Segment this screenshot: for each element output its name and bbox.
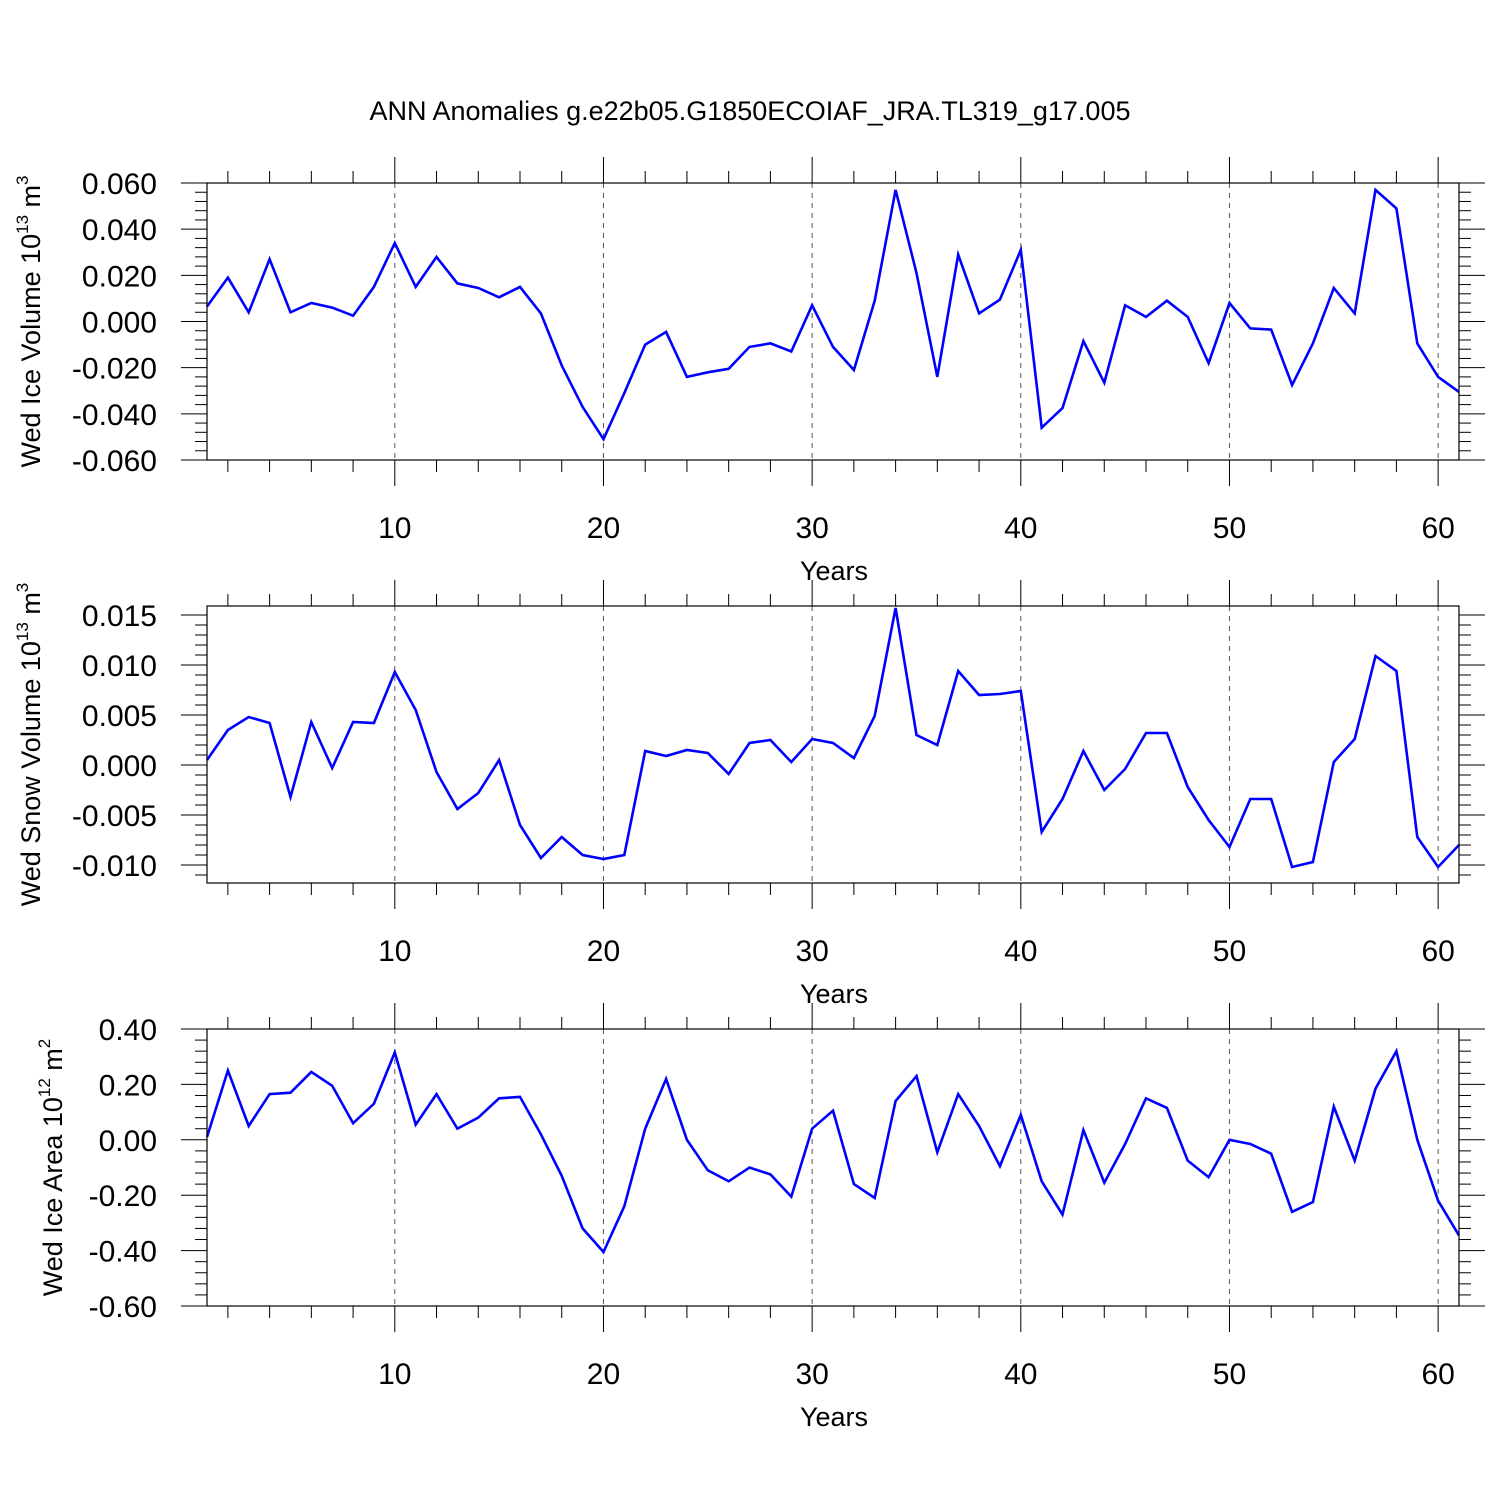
chart-panel-2: 10 20 30 40 50 60 -0.010 -0.005 0.000 0.005 0.010 0…	[13, 580, 1485, 1009]
x-tick-label: 20	[587, 1358, 620, 1391]
data-series-line	[205, 187, 1460, 442]
y-tick-label: 0.015	[82, 600, 157, 633]
y-tick-label: -0.020	[72, 353, 157, 386]
figure-title: ANN Anomalies g.e22b05.G1850ECOIAF_JRA.T…	[370, 96, 1131, 126]
y-tick-label: -0.60	[89, 1291, 157, 1324]
y-tick-label: -0.20	[89, 1180, 157, 1213]
y-tick-label: 0.000	[82, 750, 157, 783]
y-axis-title: Wed Snow Volume 1013 m3	[13, 583, 46, 907]
y-tick-label: 0.005	[82, 700, 157, 733]
x-tick-label: 60	[1421, 935, 1454, 968]
y-tick-label: -0.010	[72, 850, 157, 883]
x-tick-label: 10	[378, 935, 411, 968]
y-tick-label: 0.020	[82, 260, 157, 293]
panels: 10 20 30 40 50 60 -0.060 -0.040 -0.020 0.000 0.020…	[13, 157, 1485, 1432]
y-tick-label: -0.040	[72, 399, 157, 432]
chart-panel-1: 10 20 30 40 50 60 -0.060 -0.040 -0.020 0.000 0.020…	[13, 157, 1485, 586]
y-tick-label: 0.040	[82, 214, 157, 247]
data-series-line	[205, 1047, 1461, 1255]
y-tick-label: 0.000	[82, 307, 157, 340]
plot-frame	[206, 182, 1460, 461]
y-tick-label: -0.005	[72, 800, 157, 833]
x-axis-title: Years	[800, 556, 868, 586]
x-tick-label: 50	[1213, 935, 1246, 968]
y-axis-title: Wed Ice Volume 1013 m3	[13, 175, 46, 467]
x-tick-label: 10	[378, 1358, 411, 1391]
x-tick-label: 60	[1421, 512, 1454, 545]
y-axis-title: Wed Ice Area 1012 m2	[35, 1039, 68, 1297]
x-tick-label: 30	[795, 935, 828, 968]
y-tick-label: 0.20	[99, 1069, 157, 1102]
x-axis-title: Years	[800, 1402, 868, 1432]
chart-panel-3: 10 20 30 40 50 60 -0.60 -0.40 -0.20 0.00 0.20 0.40 Y…	[35, 1003, 1485, 1432]
x-axis-title: Years	[800, 979, 868, 1009]
y-tick-label: -0.060	[72, 445, 157, 478]
x-tick-label: 60	[1421, 1358, 1454, 1391]
x-tick-label: 30	[795, 512, 828, 545]
y-tick-label: 0.00	[99, 1125, 157, 1158]
y-tick-label: 0.010	[82, 650, 157, 683]
x-tick-label: 40	[1004, 935, 1037, 968]
x-tick-label: 10	[378, 512, 411, 545]
x-tick-label: 20	[587, 935, 620, 968]
x-tick-label: 50	[1213, 1358, 1246, 1391]
y-tick-label: -0.40	[89, 1236, 157, 1269]
x-tick-label: 40	[1004, 512, 1037, 545]
data-series-line	[205, 607, 1460, 870]
plot-frame	[206, 605, 1460, 884]
x-tick-label: 20	[587, 512, 620, 545]
x-tick-label: 40	[1004, 1358, 1037, 1391]
y-tick-label: 0.40	[99, 1014, 157, 1047]
x-tick-label: 30	[795, 1358, 828, 1391]
x-tick-label: 50	[1213, 512, 1246, 545]
plot-frame	[206, 1028, 1460, 1307]
y-tick-label: 0.060	[82, 168, 157, 201]
